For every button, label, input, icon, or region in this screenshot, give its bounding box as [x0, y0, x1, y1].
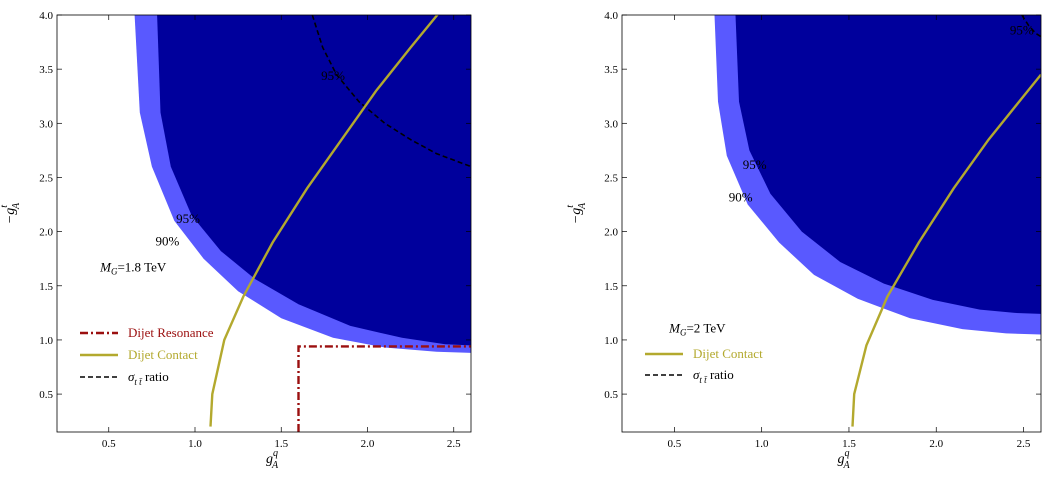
- y-tick-label: 3.0: [604, 118, 618, 130]
- contour-label: 95%: [743, 157, 767, 172]
- ratio-contour: [1021, 15, 1041, 38]
- x-tick-label: 0.5: [102, 438, 116, 450]
- plot-area: 90% 95% 95%: [714, 15, 1041, 427]
- dijet-resonance-line: [297, 345, 471, 432]
- x-tick-label: 2.0: [929, 438, 943, 450]
- legend-item: Dijet Contact: [80, 347, 198, 362]
- y-tick-label: 4.0: [39, 10, 53, 22]
- legend-item: σt t̄ ratio: [645, 367, 734, 385]
- plot-frame: [621, 14, 1042, 433]
- contour-label: 95%: [321, 68, 345, 83]
- contour-label: 90%: [729, 189, 753, 204]
- y-tick-label: 1.0: [604, 335, 618, 347]
- legend-item: Dijet Contact: [645, 346, 763, 361]
- contour-label: 95%: [1010, 22, 1034, 37]
- y-tick-label: 1.5: [604, 281, 618, 293]
- x-tick-label: 1.0: [755, 438, 769, 450]
- panel-2: 90% 95% 95% 0.5 1.0 1.5 2.0 2.5 0.5 1.0 1.5 2.0 2.5 3…: [565, 10, 1042, 471]
- x-tick-label: 2.5: [1017, 438, 1031, 450]
- contour-label: 95%: [176, 211, 200, 226]
- exclusion-region-95: [735, 15, 1041, 314]
- x-tick-label: 1.0: [188, 438, 202, 450]
- mass-label: MG=1.8 TeV: [99, 260, 167, 277]
- plot-area: 90% 95% 95%: [134, 15, 471, 432]
- y-tick-label: 2.0: [39, 227, 53, 239]
- legend-label: Dijet Resonance: [128, 325, 214, 340]
- contour-label: 90%: [155, 234, 179, 249]
- panel-1: 90% 95% 95% 0.5 1.0 1.5 2.0 2.5 0.5 1.0 1.5 2.0 2.5 3…: [0, 10, 472, 471]
- y-axis-label: −gtA: [565, 202, 588, 224]
- x-tick-label: 2.0: [361, 438, 375, 450]
- y-tick-label: 2.0: [604, 227, 618, 239]
- y-tick-label: 3.5: [604, 64, 618, 76]
- y-tick-label: 0.5: [604, 389, 618, 401]
- y-tick-label: 4.0: [604, 10, 618, 22]
- x-tick-label: 2.5: [447, 438, 461, 450]
- plot-frame: [56, 14, 472, 433]
- y-tick-label: 1.0: [39, 335, 53, 347]
- legend-label: σt t̄ ratio: [693, 367, 734, 385]
- y-axis-label: −gtA: [0, 202, 22, 224]
- legend-item: Dijet Resonance: [80, 325, 214, 340]
- x-axis-label: gq A: [266, 448, 279, 471]
- y-tick-label: 3.0: [39, 118, 53, 130]
- legend-item: σt t̄ ratio: [80, 369, 169, 387]
- y-tick-label: 2.5: [39, 172, 53, 184]
- x-axis-label: gq A: [837, 448, 850, 471]
- x-tick-label: 0.5: [668, 438, 682, 450]
- dijet-contact-curve: [209, 15, 439, 427]
- y-tick-label: 1.5: [39, 281, 53, 293]
- legend-label: σt t̄ ratio: [128, 369, 169, 387]
- ratio-contour: [311, 15, 471, 168]
- legend-label: Dijet Contact: [693, 346, 763, 361]
- y-tick-label: 2.5: [604, 172, 618, 184]
- legend-label: Dijet Contact: [128, 347, 198, 362]
- y-tick-label: 0.5: [39, 389, 53, 401]
- y-tick-label: 3.5: [39, 64, 53, 76]
- x-tick-label: 1.5: [842, 438, 856, 450]
- x-tick-label: 1.5: [274, 438, 288, 450]
- dijet-contact-curve: [851, 73, 1041, 427]
- mass-label: MG=2 TeV: [668, 320, 726, 337]
